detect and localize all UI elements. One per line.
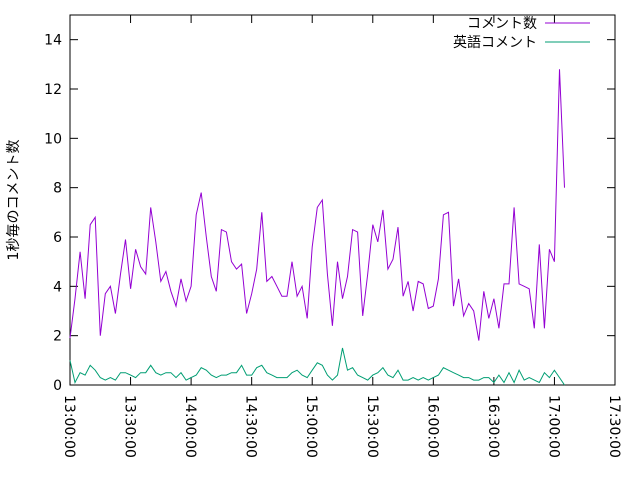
series-line [69,347,565,386]
y-tick-label: 4 [53,279,62,295]
y-axis-label: 1秒毎のコメント数 [6,140,22,261]
x-tick-label: 14:00:00 [182,395,198,458]
y-tick-label: 14 [44,33,62,49]
y-tick-label: 10 [44,131,62,147]
x-tick-label: 17:30:00 [606,395,622,458]
legend-label: コメント数 [467,16,537,32]
plot-border [69,14,616,386]
x-tick-label: 16:00:00 [424,395,440,458]
y-tick-label: 0 [53,378,62,394]
series-line [69,69,565,341]
x-tick-label: 16:30:00 [485,395,501,458]
x-tick-label: 14:30:00 [243,395,259,458]
x-tick-label: 13:30:00 [122,395,138,458]
y-tick-label: 2 [53,329,62,345]
y-tick-label: 12 [44,82,62,98]
y-tick-label: 6 [53,230,62,246]
x-tick-label: 17:00:00 [545,395,561,458]
y-tick-label: 8 [53,181,62,197]
x-tick-label: 15:30:00 [364,395,380,458]
x-tick-label: 15:00:00 [303,395,319,458]
legend-label: 英語コメント [453,34,537,51]
x-tick-label: 13:00:00 [61,395,77,458]
